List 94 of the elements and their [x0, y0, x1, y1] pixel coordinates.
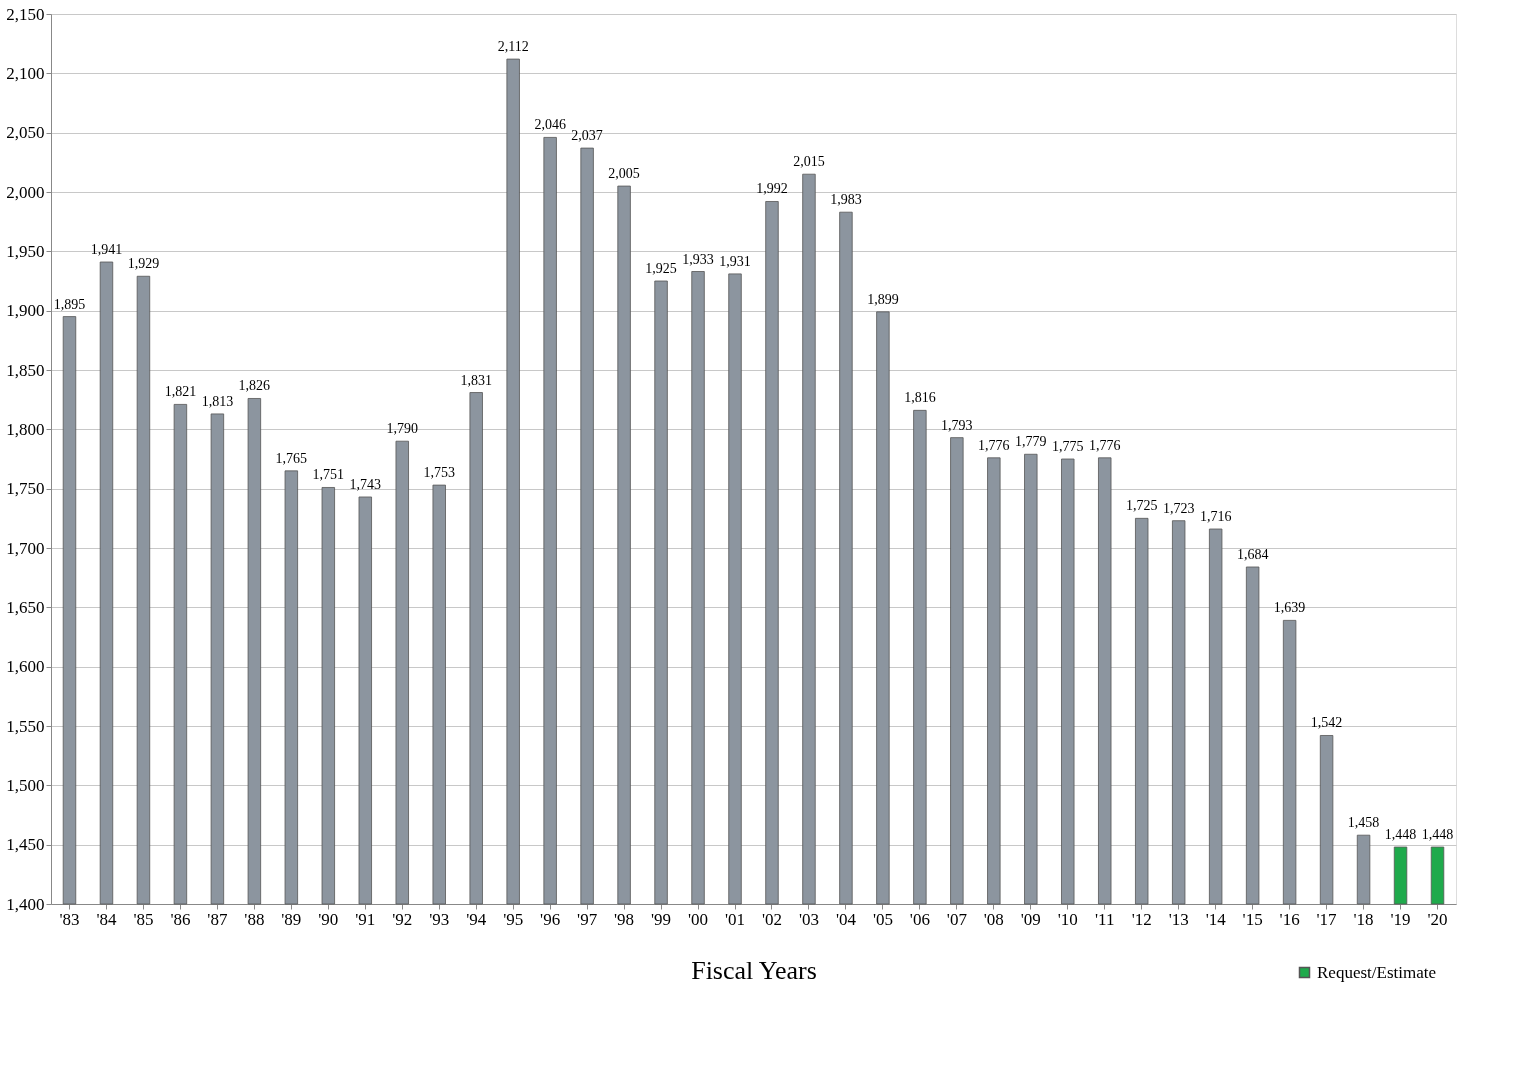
- x-tick-label: '06: [909, 909, 930, 929]
- x-tick-label: '92: [392, 909, 413, 929]
- x-tick-label: '83: [59, 909, 80, 929]
- data-label: 1,933: [682, 251, 714, 267]
- y-tick-label: 1,750: [6, 479, 45, 499]
- x-tick-label: '00: [688, 909, 709, 929]
- data-label: 1,765: [275, 450, 308, 466]
- data-label: 2,112: [497, 39, 529, 55]
- x-tick-label: '14: [1205, 909, 1227, 929]
- x-tick-label: '07: [946, 909, 968, 929]
- y-tick-label: 1,800: [6, 419, 45, 439]
- y-tick-label: 1,450: [6, 835, 45, 855]
- x-tick-label: '11: [1095, 909, 1115, 929]
- x-tick-label: '95: [503, 909, 524, 929]
- data-label: 1,542: [1310, 715, 1343, 731]
- x-tick-label: '02: [761, 909, 783, 929]
- y-tick-label: 1,500: [6, 775, 45, 795]
- x-tick-label: '20: [1427, 909, 1448, 929]
- y-tick-label: 2,150: [6, 4, 45, 24]
- x-tick-label: '86: [170, 909, 191, 929]
- x-tick-label: '97: [577, 909, 598, 929]
- x-tick-label: '01: [724, 909, 746, 929]
- x-tick-label: '15: [1242, 909, 1263, 929]
- x-tick-label: '88: [244, 909, 265, 929]
- data-label: 1,753: [423, 465, 455, 481]
- data-label: 1,779: [1015, 434, 1047, 450]
- x-tick-label: '09: [1020, 909, 1041, 929]
- x-tick-label: '94: [466, 909, 487, 929]
- x-tick-label: '04: [835, 909, 857, 929]
- x-tick-label: '87: [207, 909, 228, 929]
- x-tick-label: '90: [318, 909, 339, 929]
- y-tick-label: 2,100: [6, 63, 45, 83]
- x-tick-label: '08: [983, 909, 1004, 929]
- data-label: 1,826: [238, 378, 271, 394]
- data-label: 2,046: [534, 117, 566, 133]
- x-tick-label: '10: [1057, 909, 1078, 929]
- y-tick-label: 1,600: [6, 657, 45, 677]
- data-label: 1,751: [312, 467, 345, 483]
- x-tick-label: '19: [1390, 909, 1411, 929]
- data-label: 1,743: [349, 476, 382, 492]
- y-tick-label: 1,900: [6, 301, 45, 321]
- x-tick-label: '16: [1279, 909, 1300, 929]
- data-label: 2,015: [793, 154, 825, 170]
- y-tick-label: 1,550: [6, 716, 45, 736]
- x-tick-label: '91: [355, 909, 376, 929]
- data-label: 1,925: [645, 261, 677, 276]
- y-tick-label: 2,000: [6, 182, 45, 202]
- data-label: 1,931: [719, 253, 751, 269]
- y-tick-label: 1,850: [6, 360, 45, 380]
- y-tick-label: 1,400: [6, 894, 45, 914]
- data-label: 1,776: [978, 437, 1010, 453]
- data-label: 1,895: [53, 296, 86, 312]
- data-label: 2,005: [608, 166, 640, 182]
- x-tick-label: '96: [540, 909, 561, 929]
- data-label: 1,790: [386, 421, 418, 437]
- x-tick-label: '93: [429, 909, 450, 929]
- data-label: 1,776: [1089, 437, 1121, 453]
- y-tick-label: 2,050: [6, 123, 45, 143]
- data-label: 1,725: [1125, 498, 1158, 514]
- data-label: 1,813: [201, 393, 234, 409]
- x-tick-label: '05: [872, 909, 893, 929]
- data-label: 1,941: [90, 242, 123, 258]
- x-tick-label: '03: [798, 909, 819, 929]
- data-label: 1,775: [1052, 439, 1084, 454]
- legend-label: Request/Estimate: [1317, 962, 1436, 982]
- data-label: 1,983: [830, 192, 862, 208]
- data-label: 1,448: [1384, 827, 1417, 843]
- x-tick-label: '89: [281, 909, 302, 929]
- data-label: 1,831: [460, 372, 492, 388]
- x-tick-label: '18: [1353, 909, 1374, 929]
- data-label: 1,458: [1347, 815, 1380, 831]
- x-axis-title: Fiscal Years: [691, 955, 817, 985]
- y-tick-label: 1,650: [6, 597, 45, 617]
- x-tick-label: '98: [614, 909, 635, 929]
- x-tick-label: '99: [651, 909, 672, 929]
- data-label: 1,992: [756, 181, 788, 197]
- data-label: 1,929: [127, 256, 160, 272]
- data-label: 1,723: [1162, 500, 1195, 516]
- x-tick-label: '17: [1316, 909, 1338, 929]
- data-label: 1,793: [941, 417, 973, 433]
- data-label: 1,899: [867, 291, 899, 307]
- data-label: 1,684: [1236, 546, 1269, 562]
- x-tick-label: '12: [1131, 909, 1152, 929]
- x-tick-label: '85: [133, 909, 154, 929]
- y-tick-label: 1,950: [6, 241, 45, 261]
- x-tick-label: '13: [1168, 909, 1189, 929]
- data-label: 1,639: [1273, 600, 1306, 616]
- data-label: 2,037: [571, 128, 603, 144]
- y-tick-label: 1,700: [6, 538, 45, 558]
- data-label: 1,816: [904, 390, 936, 406]
- data-label: 1,821: [164, 384, 197, 400]
- data-label: 1,448: [1421, 827, 1454, 843]
- x-tick-label: '84: [96, 909, 117, 929]
- data-label: 1,716: [1199, 509, 1232, 525]
